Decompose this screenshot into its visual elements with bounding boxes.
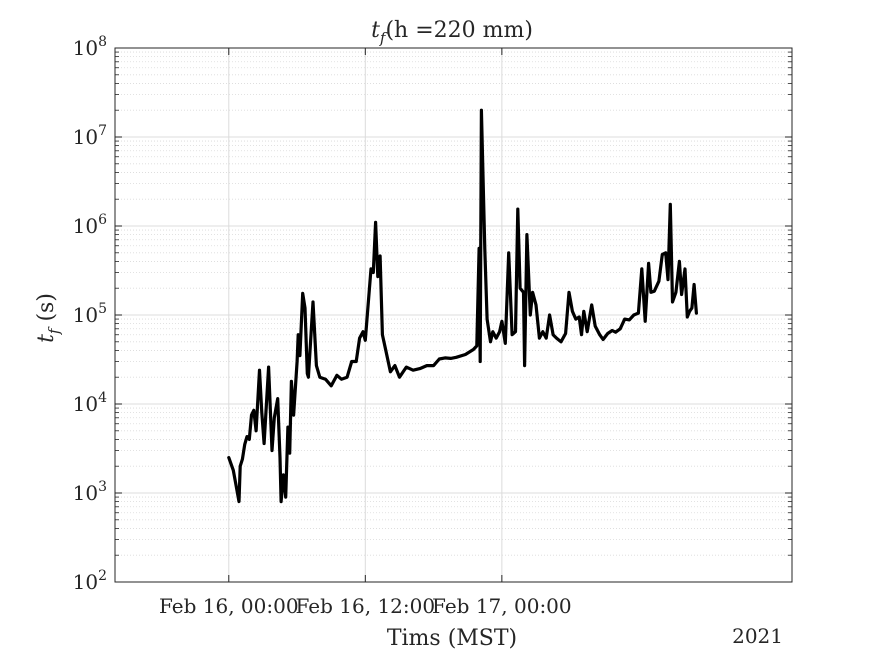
y-tick-label: 102 xyxy=(73,568,107,594)
x-axis-label: Tims (MST) xyxy=(387,626,517,651)
tick-marks xyxy=(115,47,792,583)
y-axis-label: tf (s) xyxy=(34,293,63,343)
y-tick-label: 107 xyxy=(73,123,107,149)
y-tick-label: 108 xyxy=(73,34,107,60)
year-label: 2021 xyxy=(732,624,783,648)
major-grid xyxy=(115,47,792,583)
y-tick-labels: 102 103 104 105 106 107 108 xyxy=(73,34,107,594)
minor-grid xyxy=(115,51,792,556)
x-tick-label: Feb 17, 00:00 xyxy=(432,594,572,618)
y-tick-label: 103 xyxy=(73,479,107,505)
x-tick-label: Feb 16, 00:00 xyxy=(159,594,299,618)
y-tick-label: 106 xyxy=(73,212,107,238)
chart-title: tf(h =220 mm) xyxy=(371,18,533,47)
y-tick-label: 105 xyxy=(73,301,107,327)
x-tick-label: Feb 16, 12:00 xyxy=(296,594,436,618)
series-line xyxy=(227,108,698,504)
y-tick-label: 104 xyxy=(73,390,107,416)
series-layer xyxy=(227,108,698,504)
